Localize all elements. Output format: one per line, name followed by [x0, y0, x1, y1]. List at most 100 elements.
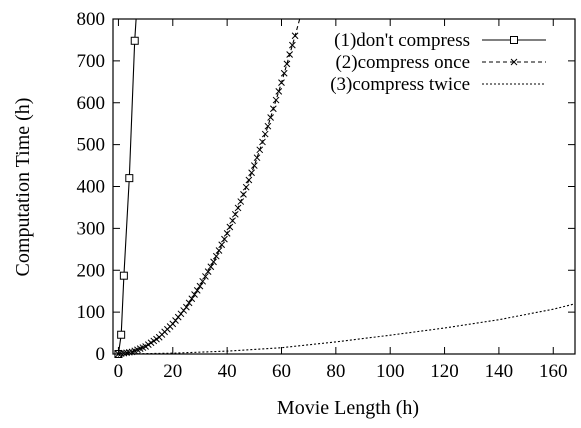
cross-stroke: [280, 69, 288, 77]
cross-stroke: [210, 258, 217, 266]
cross-stroke: [193, 286, 201, 294]
data-point-cross: [196, 282, 204, 290]
data-point-cross: [123, 349, 130, 357]
y-tick-label: 800: [77, 9, 106, 30]
data-point-cross: [264, 122, 272, 130]
cross-stroke: [264, 122, 272, 130]
cross-stroke: [120, 349, 128, 357]
cross-stroke: [226, 223, 234, 231]
data-point-square: [119, 271, 128, 280]
x-tick-label: 120: [430, 361, 459, 382]
cross-stroke: [188, 295, 196, 303]
y-tick-label: 400: [77, 177, 106, 198]
data-point-cross: [250, 162, 258, 169]
x-tick-label: 0: [114, 361, 124, 382]
cross-stroke: [286, 51, 294, 58]
x-tick-label: 40: [218, 361, 237, 382]
cross-stroke: [283, 60, 291, 68]
cross-stroke: [242, 183, 250, 191]
series-line-3: [118, 303, 575, 354]
data-point-cross: [204, 268, 212, 275]
cross-stroke: [223, 230, 231, 237]
y-tick-label: 200: [77, 260, 106, 281]
data-point-square: [125, 174, 134, 183]
data-point-cross: [234, 204, 242, 212]
cross-stroke: [204, 268, 212, 275]
data-point-cross: [215, 247, 223, 254]
cross-stroke: [240, 191, 247, 198]
legend-label-2: (2)compress once: [335, 52, 470, 73]
x-tick-label: 160: [539, 361, 568, 382]
data-point-square: [117, 330, 126, 339]
y-tick-label: 700: [77, 51, 106, 72]
data-point-cross: [226, 223, 234, 231]
cross-stroke: [212, 252, 220, 260]
x-axis-title: Movie Length (h): [277, 397, 419, 419]
x-tick-label: 20: [163, 361, 182, 382]
cross-stroke: [215, 247, 223, 254]
data-point-cross: [212, 252, 220, 260]
data-point-square: [130, 36, 139, 45]
data-point-cross: [259, 138, 266, 146]
data-point-cross: [210, 258, 217, 266]
cross-stroke: [185, 299, 193, 307]
cross-stroke: [261, 130, 269, 138]
cross-stroke: [275, 88, 283, 95]
data-point-cross: [286, 51, 294, 58]
cross-stroke: [234, 204, 242, 212]
cross-stroke: [289, 41, 296, 49]
cross-stroke: [278, 79, 285, 87]
data-point-cross: [237, 198, 245, 205]
cross-stroke: [123, 349, 130, 357]
data-point-cross: [267, 114, 274, 121]
cross-stroke: [248, 169, 255, 177]
data-point-cross: [231, 210, 239, 218]
data-point-cross: [261, 130, 269, 138]
data-point-cross: [183, 303, 190, 311]
y-tick-label: 100: [77, 302, 106, 323]
data-point-cross: [253, 154, 261, 162]
cross-stroke: [250, 162, 258, 169]
cross-stroke: [207, 263, 215, 271]
legend-label-3: (3)compress twice: [330, 74, 470, 95]
cross-stroke: [218, 241, 226, 249]
data-point-cross: [202, 273, 209, 280]
x-tick-label: 100: [376, 361, 405, 382]
cross-stroke: [272, 96, 280, 104]
cross-stroke: [256, 146, 264, 154]
legend-marker-square: [510, 36, 518, 44]
cross-stroke: [229, 217, 236, 225]
data-point-cross: [291, 32, 299, 40]
data-point-cross: [185, 299, 193, 307]
tick-layer: 0 20 40 60 80 100 120 140 160 0 100 200 300 400 500 600…: [77, 9, 575, 382]
data-point-cross: [240, 191, 247, 198]
marks-layer: [114, 19, 575, 358]
data-point-cross: [280, 69, 288, 77]
cross-stroke: [259, 138, 266, 146]
data-point-cross: [245, 176, 253, 184]
cross-stroke: [191, 291, 198, 298]
cross-stroke: [267, 114, 274, 121]
cross-stroke: [199, 277, 207, 285]
series-line-1: [117, 19, 137, 354]
cross-stroke: [221, 235, 228, 243]
data-point-cross: [272, 96, 280, 104]
cross-stroke: [291, 32, 299, 40]
data-point-cross: [289, 41, 296, 49]
y-tick-label: 600: [77, 93, 106, 114]
data-point-cross: [199, 277, 207, 285]
x-tick-label: 60: [272, 361, 291, 382]
cross-stroke: [253, 154, 261, 162]
cross-stroke: [202, 273, 209, 280]
cross-stroke: [269, 105, 277, 113]
y-axis-title: Computation Time (h): [12, 98, 34, 277]
data-point-cross: [229, 217, 236, 225]
cross-stroke: [183, 303, 190, 311]
data-point-cross: [283, 60, 291, 68]
x-tick-label: 140: [485, 361, 514, 382]
cross-stroke: [231, 210, 239, 218]
legend-marker-cross: [510, 58, 518, 66]
cross-stroke: [245, 176, 253, 184]
x-tick-label: 80: [326, 361, 345, 382]
